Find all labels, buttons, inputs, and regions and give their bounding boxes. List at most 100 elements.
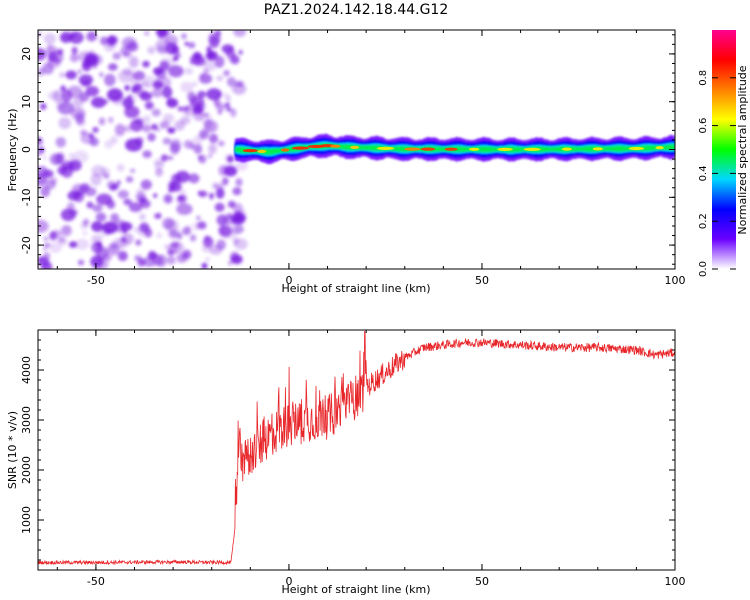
noise-speckle: [122, 228, 128, 234]
signal-hotspot: [561, 147, 573, 151]
noise-speckle: [50, 177, 58, 185]
noise-speckle: [125, 176, 134, 183]
noise-speckle: [201, 262, 208, 269]
noise-speckle: [38, 146, 45, 154]
noise-speckle: [99, 225, 112, 237]
noise-speckle: [170, 138, 182, 152]
noise-speckle: [171, 241, 180, 248]
noise-speckle: [143, 115, 151, 124]
noise-speckle: [98, 117, 106, 126]
noise-speckle: [152, 253, 159, 258]
signal-hotspot: [628, 146, 645, 151]
noise-speckle: [208, 35, 220, 49]
signal-hotspot: [350, 145, 360, 149]
noise-speckle: [124, 85, 129, 91]
noise-speckle: [197, 90, 207, 98]
signal-band: [234, 133, 675, 165]
y-tick-label: 1000: [20, 506, 33, 534]
noise-speckle: [73, 150, 89, 163]
noise-speckle: [75, 238, 90, 250]
noise-speckle: [67, 202, 75, 211]
noise-speckle: [153, 193, 158, 199]
x-tick-label: 100: [665, 274, 686, 287]
noise-speckle: [156, 212, 162, 219]
noise-speckle: [206, 88, 222, 101]
noise-speckle: [153, 158, 165, 167]
noise-speckle: [110, 135, 118, 145]
noise-speckle: [227, 261, 233, 266]
noise-speckle: [217, 110, 222, 115]
noise-speckle: [43, 252, 51, 261]
noise-speckle: [104, 44, 114, 53]
noise-speckle: [176, 203, 193, 215]
noise-speckle: [77, 69, 82, 74]
noise-speckle: [225, 95, 231, 102]
noise-speckle: [175, 52, 182, 58]
noise-speckle: [165, 34, 178, 47]
noise-speckle: [167, 155, 174, 161]
noise-speckle: [112, 238, 126, 249]
noise-speckle: [99, 72, 104, 78]
noise-speckle: [177, 106, 184, 112]
noise-speckle: [91, 241, 103, 253]
noise-speckle: [175, 170, 190, 183]
spectrogram-plot-area: [38, 30, 675, 269]
noise-speckle: [153, 67, 164, 76]
y-tick-label: 10: [20, 95, 33, 109]
noise-speckle: [49, 231, 57, 241]
signal-hotspot: [523, 147, 541, 151]
noise-speckle: [199, 73, 213, 84]
noise-speckle: [67, 85, 83, 99]
noise-speckle: [126, 41, 139, 52]
noise-speckle: [183, 109, 191, 115]
noise-speckle: [85, 52, 98, 62]
noise-speckle: [187, 42, 196, 49]
noise-speckle: [208, 133, 219, 144]
signal-hotspot: [497, 147, 513, 151]
noise-speckle: [55, 136, 67, 147]
noise-speckle: [223, 163, 235, 173]
noise-speckle: [231, 83, 247, 95]
noise-speckle: [92, 204, 103, 213]
snr-y-ticks: 1000 2000 3000 4000: [20, 329, 675, 561]
signal-hotspot: [257, 149, 267, 153]
noise-speckle: [38, 31, 42, 37]
noise-speckle: [216, 214, 228, 226]
noise-speckle: [164, 194, 172, 203]
y-tick-label: 20: [20, 47, 33, 61]
noise-speckle: [208, 192, 215, 198]
noise-speckle: [147, 46, 156, 54]
noise-speckle: [69, 53, 79, 63]
noise-speckle: [117, 189, 129, 199]
noise-speckle: [123, 198, 133, 206]
noise-speckle: [180, 81, 194, 93]
noise-speckle: [226, 107, 232, 112]
spectrogram-x-ticks: -50 0 50 100: [56, 30, 686, 287]
snr-x-axis-label: Height of straight line (km): [281, 583, 430, 596]
signal-hotspot: [655, 146, 664, 150]
noise-speckle: [82, 231, 88, 236]
noise-speckle: [155, 168, 164, 177]
noise-speckle: [192, 135, 203, 147]
noise-speckle: [40, 185, 51, 198]
colorbar: 0.0 0.2 0.4 0.6 0.8 Normalized spectral ampl…: [698, 30, 749, 277]
noise-speckle: [223, 69, 231, 77]
noise-speckle: [225, 102, 230, 108]
noise-speckle: [144, 31, 150, 36]
noise-speckle: [151, 123, 158, 131]
colorbar-ticks: 0.0 0.2 0.4 0.6 0.8: [698, 70, 736, 277]
y-tick-label: -20: [20, 236, 33, 254]
noise-speckle: [216, 75, 224, 81]
noise-speckle: [104, 140, 113, 149]
noise-speckle: [107, 63, 118, 71]
noise-speckle: [163, 243, 169, 250]
noise-speckle: [166, 255, 176, 265]
noise-speckle: [106, 199, 116, 209]
noise-speckle: [134, 195, 140, 200]
noise-speckle: [128, 202, 143, 213]
colorbar-gradient: [712, 30, 736, 269]
noise-speckle: [227, 214, 232, 219]
noise-speckle: [38, 67, 45, 77]
colorbar-tick-label: 0.4: [698, 165, 709, 181]
